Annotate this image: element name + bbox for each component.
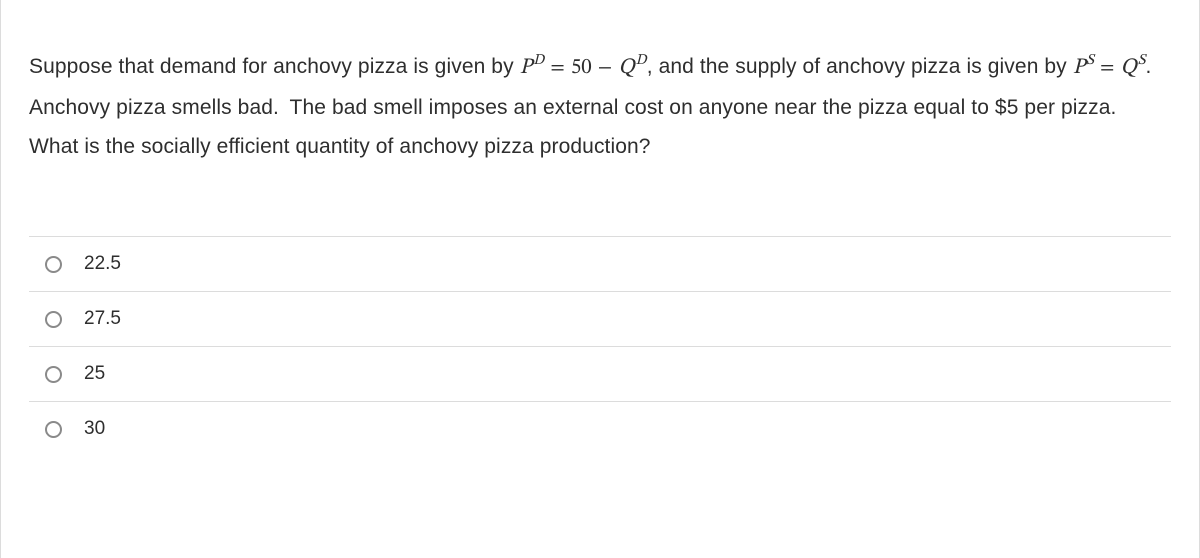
question-card: Suppose that demand for anchovy pizza is… [0,0,1200,558]
question-stem: Suppose that demand for anchovy pizza is… [29,48,1171,166]
eq2-rhs-var: Q [1121,57,1137,79]
eq2-lhs-var: P [1073,57,1086,79]
option-label: 22.5 [84,253,121,275]
eq2-equals: = [1094,58,1121,78]
eq1-minus: − [592,58,619,78]
option-row[interactable]: 30 [29,401,1171,456]
eq1-lhs-sup: D [533,53,544,68]
eq2-lhs-sup: S [1086,53,1094,68]
eq2-rhs-sup: S [1138,53,1146,68]
eq1-equals: = [544,58,571,78]
radio-icon[interactable] [45,256,62,273]
eq1-rhs-50: 50 [571,57,592,78]
radio-icon[interactable] [45,366,62,383]
radio-icon[interactable] [45,421,62,438]
options-list: 22.5 27.5 25 30 [29,236,1171,456]
option-label: 25 [84,363,105,385]
option-row[interactable]: 27.5 [29,291,1171,346]
eq1-lhs-var: P [520,57,533,79]
option-row[interactable]: 22.5 [29,236,1171,291]
stem-text-2: , and the supply of anchovy pizza is giv… [647,55,1073,78]
option-label: 30 [84,418,105,440]
option-label: 27.5 [84,308,121,330]
stem-text-1: Suppose that demand for anchovy pizza is… [29,55,520,78]
radio-icon[interactable] [45,311,62,328]
option-row[interactable]: 25 [29,346,1171,401]
eq1-rhs-var: Q [618,57,634,79]
eq1-rhs-sup: D [636,53,647,68]
